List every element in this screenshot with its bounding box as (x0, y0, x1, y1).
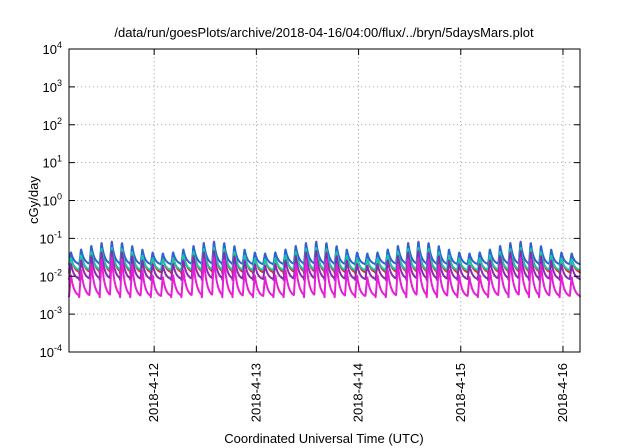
x-tick-label: 2018-4-15 (453, 363, 468, 422)
y-tick-label: 101 (43, 154, 62, 171)
series-line-5 (68, 256, 581, 299)
y-axis: 10-4 10-3 10-2 10-1 100 101 102 103 104 (40, 40, 580, 360)
x-tick-label: 2018-4-13 (248, 363, 263, 422)
grid (69, 49, 580, 352)
y-axis-label: cGy/day (26, 176, 41, 224)
y-tick-label: 10-2 (40, 267, 62, 284)
y-tick-label: 10-4 (40, 343, 62, 360)
x-tick-label: 2018-4-12 (146, 363, 161, 422)
x-axis: 2018-4-12 2018-4-13 2018-4-14 2018-4-15 2018… (146, 49, 570, 422)
y-tick-label: 103 (43, 78, 62, 95)
y-tick-label: 100 (43, 192, 62, 209)
y-tick-label: 104 (43, 40, 62, 57)
y-tick-label: 10-1 (40, 229, 62, 246)
y-tick-label: 10-3 (40, 305, 62, 322)
y-tick-label: 102 (43, 116, 62, 133)
chart-title: /data/run/goesPlots/archive/2018-04-16/0… (114, 25, 534, 40)
x-tick-label: 2018-4-16 (555, 363, 570, 422)
x-tick-label: 2018-4-14 (351, 363, 366, 422)
x-axis-label: Coordinated Universal Time (UTC) (224, 431, 423, 446)
series-group (68, 240, 581, 299)
